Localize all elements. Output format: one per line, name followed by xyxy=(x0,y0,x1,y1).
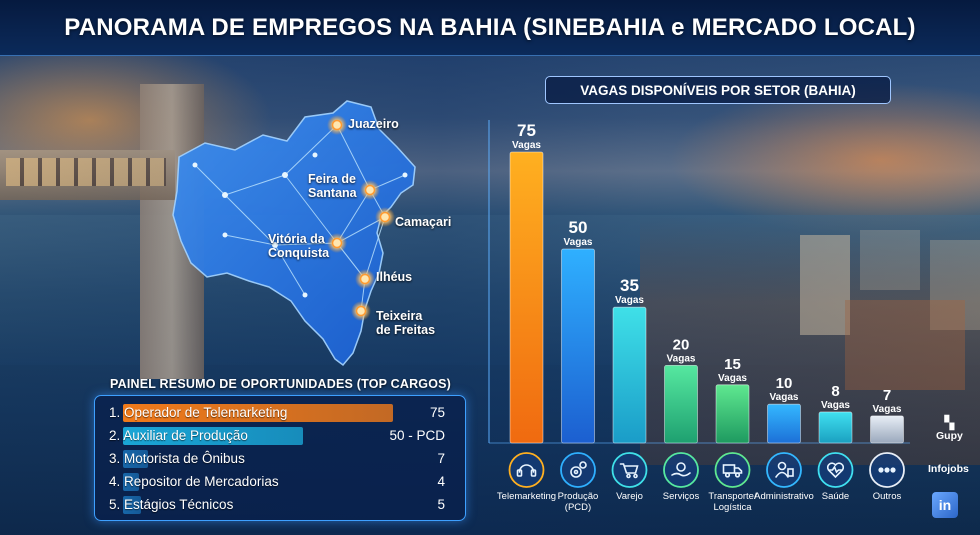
bahia-map xyxy=(172,100,416,367)
summary-panel: 1. Operador de Telemarketing 75 2. Auxilia… xyxy=(94,395,466,521)
summary-row: 3. Motorista de Ônibus 7 xyxy=(109,447,459,469)
bar-value-label: 8 xyxy=(831,383,839,400)
summary-level-bar xyxy=(123,427,303,445)
bar-unit-label: Vagas xyxy=(615,295,644,306)
summary-level-bar xyxy=(123,496,141,514)
gupy-icon: ▚ Gupy xyxy=(936,415,963,443)
chart-title: VAGAS DISPONÍVEIS POR SETOR (BAHIA) xyxy=(545,76,891,104)
bar-value-label: 75 xyxy=(517,121,536,140)
summary-value: 75 xyxy=(429,405,445,420)
bar xyxy=(870,415,904,444)
hand-gear-icon xyxy=(663,452,699,488)
summary-row: 4. Repositor de Mercadorias 4 xyxy=(109,470,459,492)
summary-role: 4. Repositor de Mercadorias xyxy=(109,474,279,489)
city-label: Feira de Santana xyxy=(308,172,357,200)
bar-unit-label: Vagas xyxy=(821,400,850,411)
cart-icon xyxy=(611,452,648,488)
summary-value: 7 xyxy=(437,451,445,466)
summary-row: 5. Estágios Técnicos 5 xyxy=(109,493,459,515)
city-marker xyxy=(331,237,343,249)
summary-value: 4 xyxy=(437,474,445,489)
x-tick-label: (PCD) xyxy=(565,502,591,513)
city-rooftops xyxy=(845,300,965,390)
sparkle-icon: Infojobs xyxy=(928,463,969,475)
heart-pulse-icon xyxy=(817,452,854,488)
admin-person-icon xyxy=(766,452,802,488)
x-tick-label: Outros xyxy=(873,491,902,502)
page-title: PANORAMA DE EMPREGOS NA BAHIA (SINEBAHIA… xyxy=(64,13,916,41)
city-marker xyxy=(355,305,367,317)
summary-role: 2. Auxiliar de Produção xyxy=(109,428,248,443)
title-bar: PANORAMA DE EMPREGOS NA BAHIA (SINEBAHIA… xyxy=(0,0,980,56)
city-label: Teixeira de Freitas xyxy=(376,309,436,337)
bar xyxy=(715,384,750,444)
bar xyxy=(509,151,544,444)
x-tick-label: Transporte/ xyxy=(708,491,757,502)
bar xyxy=(818,411,853,444)
bar-unit-label: Vagas xyxy=(718,373,747,384)
bridge-windows xyxy=(6,158,166,186)
summary-level-bar xyxy=(123,473,139,491)
bar-unit-label: Vagas xyxy=(770,392,799,403)
church-building xyxy=(800,235,850,335)
city-marker xyxy=(364,184,376,196)
bar-unit-label: Vagas xyxy=(564,237,593,248)
sector-bar-chart: 75VagasTelemarketing50VagasProdução(PCD)… xyxy=(488,120,910,513)
city-label: Ilhéus xyxy=(376,270,413,284)
gears-icon xyxy=(560,452,596,488)
bar-value-label: 50 xyxy=(569,218,588,237)
x-tick-label: Serviços xyxy=(663,491,700,502)
x-tick-label: Administrativo xyxy=(754,491,814,502)
x-tick-label: Produção xyxy=(558,491,599,502)
bar-value-label: 10 xyxy=(776,375,793,392)
summary-row: 1. Operador de Telemarketing 75 xyxy=(109,401,459,423)
x-tick-label: Saúde xyxy=(822,491,849,502)
network-nodes xyxy=(192,152,408,298)
city-marker xyxy=(359,273,371,285)
city-marker xyxy=(331,119,343,131)
linkedin-icon: in xyxy=(932,492,958,518)
summary-row: 2. Auxiliar de Produção 50 - PCD xyxy=(109,424,459,446)
bar-value-label: 15 xyxy=(724,356,741,373)
x-tick-label: Logística xyxy=(713,502,752,513)
bar-value-label: 7 xyxy=(883,387,891,404)
summary-value: 5 xyxy=(437,497,445,512)
summary-role: 5. Estágios Técnicos xyxy=(109,497,234,512)
city-label: Juazeiro xyxy=(348,117,399,131)
bar xyxy=(612,306,647,444)
headset-icon xyxy=(508,452,545,488)
bar-value-label: 20 xyxy=(673,336,690,353)
city-label: Vitória da Conquista xyxy=(268,232,330,260)
x-tick-label: Varejo xyxy=(616,491,643,502)
summary-title: PAINEL RESUMO DE OPORTUNIDADES (TOP CARG… xyxy=(110,377,452,391)
bar-unit-label: Vagas xyxy=(667,353,696,364)
city-marker xyxy=(379,211,391,223)
city-label: Camaçari xyxy=(395,215,452,229)
summary-level-bar xyxy=(123,450,149,468)
x-tick-label: Telemarketing xyxy=(497,491,556,502)
bar-unit-label: Vagas xyxy=(873,404,902,415)
summary-role: 3. Motorista de Ônibus xyxy=(109,451,245,466)
summary-role: 1. Operador de Telemarketing xyxy=(109,405,288,420)
city-building xyxy=(930,240,980,330)
more-icon xyxy=(869,452,905,488)
bar xyxy=(664,364,698,444)
summary-level-bar xyxy=(123,404,393,422)
bahia-state-shape xyxy=(172,100,416,367)
city-building xyxy=(860,230,920,290)
bar xyxy=(767,403,801,444)
truck-icon xyxy=(714,452,751,488)
bar-value-label: 35 xyxy=(620,276,639,295)
bar-unit-label: Vagas xyxy=(512,140,541,151)
summary-value: 50 - PCD xyxy=(389,428,445,443)
bar xyxy=(561,248,595,444)
